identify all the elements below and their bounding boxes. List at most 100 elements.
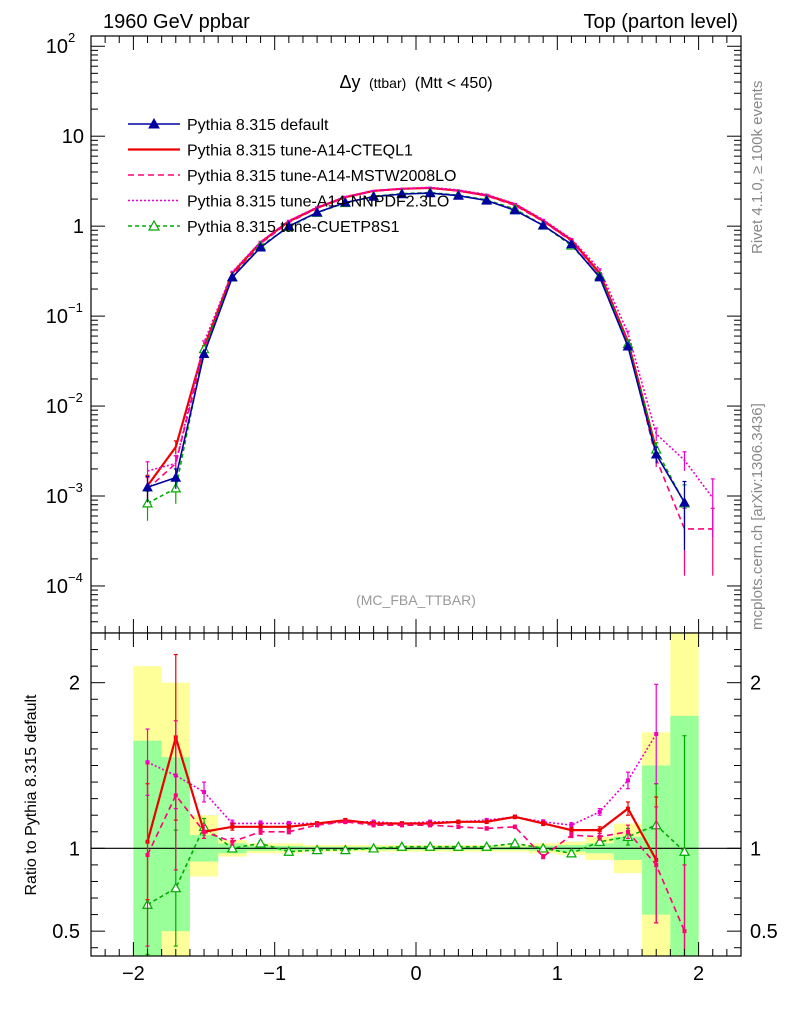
ratio-point (654, 862, 659, 867)
legend: Pythia 8.315 default Pythia 8.315 tune-A1… (128, 117, 456, 236)
y-tick-label: 10 (46, 576, 68, 598)
x-tick-label: 1 (552, 963, 563, 985)
ratio-line (147, 824, 686, 906)
side-label-rivet: Rivet 4.1.0, ≥ 100k events (749, 81, 766, 254)
ratio-point (456, 824, 461, 829)
legend-label: Pythia 8.315 default (187, 117, 329, 134)
ratio-point (396, 840, 408, 851)
ratio-point (678, 845, 690, 856)
ratio-point (509, 837, 521, 848)
ratio-panel: 2 2 1 1 0.5 0.5 −2 −1 0 1 2 Ratio to Pythia 8.315 … (23, 632, 778, 985)
ratio-point (452, 840, 464, 851)
ratio-point (258, 821, 263, 826)
data-point (142, 497, 154, 508)
x-tick-label: 2 (693, 963, 704, 985)
y-tick-exponent: −4 (68, 570, 83, 585)
ratio-y-tick-label: 0.5 (52, 921, 80, 943)
legend-label: Pythia 8.315 tune-A14-CTEQL1 (187, 143, 413, 160)
ratio-point (368, 842, 380, 853)
legend-label: Pythia 8.315 tune-A14-NNPDF2.3LO (187, 194, 449, 211)
ratio-point (286, 824, 291, 829)
x-tick-label: −2 (122, 963, 145, 985)
ratio-point (230, 839, 235, 844)
y-tick-exponent: −2 (68, 390, 83, 405)
header-left: 1960 GeV ppbar (103, 11, 250, 33)
ratio-point (625, 829, 630, 834)
y-tick-exponent: −1 (68, 300, 83, 315)
watermark: (MC_FBA_TTBAR) (356, 592, 476, 608)
ratio-point (569, 823, 574, 828)
ratio-point (371, 823, 376, 828)
series-line (147, 192, 686, 503)
ratio-point (286, 821, 291, 826)
side-label-mcplots: mcplots.cern.ch [arXiv:1306.3436] (749, 403, 766, 630)
data-point (566, 238, 577, 249)
ratio-point (283, 845, 295, 856)
data-point (509, 204, 521, 215)
ratio-point (512, 824, 517, 829)
ratio-point (597, 828, 602, 833)
ratio-point (202, 829, 207, 834)
legend-entry-4: Pythia 8.315 tune-A14-NNPDF2.3LO (128, 194, 449, 211)
ratio-series-2 (145, 720, 687, 956)
data-point (424, 187, 436, 198)
data-point (142, 481, 153, 492)
legend-label: Pythia 8.315 tune-A14-MSTW2008LO (187, 168, 456, 185)
ratio-point (597, 834, 602, 839)
y-tick-label: 10 (46, 486, 68, 508)
legend-marker (147, 219, 161, 231)
ratio-y-axis-label: Ratio to Pythia 8.315 default (23, 694, 40, 896)
legend-entry-5: Pythia 8.315 tune-CUETP8S1 (128, 219, 400, 236)
data-point (283, 220, 295, 231)
data-point (594, 271, 606, 282)
ratio-point (170, 882, 182, 893)
ratio-y-tick-label: 1 (69, 838, 80, 860)
data-point (650, 448, 662, 459)
ratio-point (173, 793, 178, 798)
ratio-y-tick-label-right: 0.5 (750, 921, 778, 943)
ratio-point (625, 806, 630, 811)
ratio-point (484, 819, 489, 824)
ratio-point (594, 835, 606, 846)
ratio-point (315, 823, 320, 828)
ratio-point (145, 760, 150, 765)
ratio-point (537, 842, 549, 853)
ratio-point (625, 778, 630, 783)
data-point (368, 191, 379, 201)
ratio-point (202, 790, 207, 795)
ratio-point (512, 814, 517, 819)
ratio-point (258, 824, 263, 829)
ratio-point (399, 823, 404, 828)
data-point (396, 188, 408, 199)
ratio-y-tick-label: 2 (69, 673, 80, 695)
ratio-point (311, 844, 323, 855)
ratio-point (682, 929, 687, 934)
y-tick-label: 10 (46, 396, 68, 418)
ratio-y-tick-label-right: 2 (750, 673, 761, 695)
ratio-point (569, 833, 574, 838)
ratio-point (428, 823, 433, 828)
y-tick-label: 10 (46, 306, 68, 328)
title-cut: (Mtt < 450) (415, 75, 493, 92)
y-tick-exponent: 2 (68, 30, 75, 45)
data-point (622, 340, 634, 351)
ratio-point (481, 840, 493, 851)
title-main: Δy (339, 72, 360, 92)
series-1 (142, 187, 690, 551)
header-right: Top (parton level) (583, 11, 738, 33)
y-tick-label: 1 (73, 216, 84, 238)
ratio-y-tick-label-right: 1 (750, 838, 761, 860)
ratio-point (230, 824, 235, 829)
main-plot-title: Δy (ttbar) (Mtt < 450) (339, 72, 492, 92)
ratio-point (484, 826, 489, 831)
ratio-point (145, 852, 150, 857)
y-tick-exponent: −3 (68, 480, 83, 495)
main-plot-area (91, 36, 741, 633)
data-point (226, 271, 238, 282)
data-point (255, 241, 266, 252)
data-point (198, 348, 210, 359)
ratio-point (339, 844, 351, 855)
data-point (537, 219, 549, 230)
ratio-point (456, 819, 461, 824)
legend-entry-1: Pythia 8.315 default (128, 117, 329, 134)
